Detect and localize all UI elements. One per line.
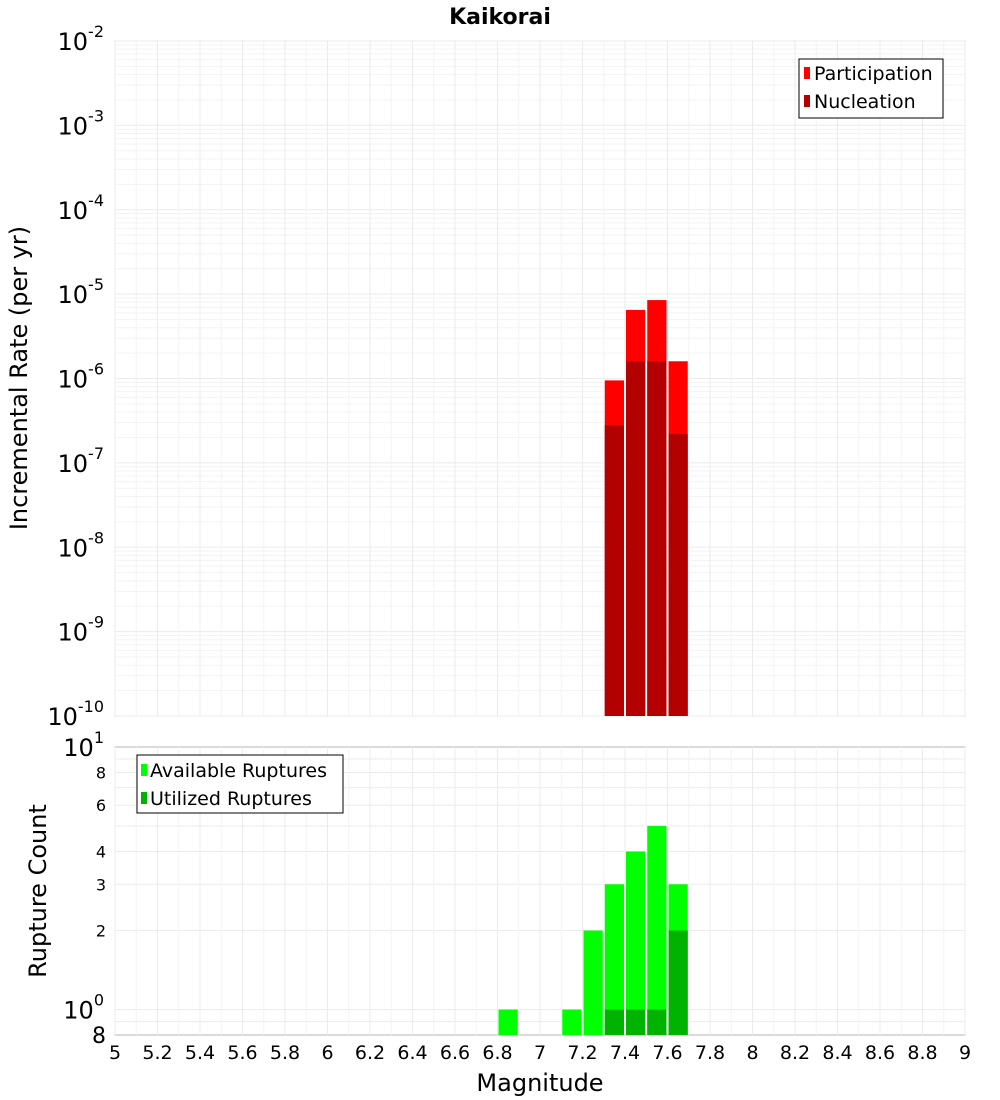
nucleation-bar [668, 433, 688, 716]
x-tick-label: 7 [534, 1042, 546, 1064]
x-tick-label: 7.8 [695, 1042, 725, 1064]
count-y-major-tick-label: 100 [63, 991, 104, 1025]
rate-y-axis-title: Incremental Rate (per yr) [5, 226, 33, 530]
rate-legend-label: Nucleation [814, 91, 916, 113]
x-tick-label: 5 [109, 1042, 121, 1064]
rate-y-tick-label: 10-3 [58, 106, 105, 140]
x-tick-label: 8.4 [822, 1042, 852, 1064]
rate-legend-swatch [804, 95, 810, 107]
rate-legend-label: Participation [814, 63, 933, 85]
count-legend-swatch [141, 764, 147, 776]
rate-y-tick-label: 10-2 [58, 22, 105, 56]
x-tick-label: 5.4 [185, 1042, 215, 1064]
count-y-major-tick-label: 101 [63, 728, 104, 762]
available-ruptures-bar [498, 1009, 518, 1035]
x-tick-label: 8.8 [907, 1042, 937, 1064]
x-ticks: 5 5.2 5.4 5.6 5.8 6 6.2 6.4 6.6 6.8 7 7.2 7.4 7.6 7.8 8… [109, 1042, 971, 1064]
x-tick-label: 6 [321, 1042, 333, 1064]
x-tick-label: 8 [746, 1042, 758, 1064]
x-tick-label: 8.6 [865, 1042, 895, 1064]
count-y-minor-tick-label: 3 [96, 875, 106, 894]
available-ruptures-bar [604, 884, 624, 1035]
x-tick-label: 6.8 [482, 1042, 512, 1064]
count-legend-box [136, 754, 344, 814]
count-legend-swatch [141, 792, 147, 804]
x-tick-label: 7.4 [610, 1042, 640, 1064]
rate-y-tick-label: 10-8 [58, 528, 105, 562]
rate-y-tick-label: 10-9 [58, 613, 105, 647]
rate-y-tick-label: 10-10 [47, 697, 104, 731]
count-y-minor-tick-label: 4 [96, 842, 106, 861]
x-tick-label: 5.6 [227, 1042, 257, 1064]
x-tick-label: 5.8 [270, 1042, 300, 1064]
rate-y-tick-label: 10-5 [58, 275, 105, 309]
count-legend: Available Ruptures Utilized Ruptures [136, 754, 344, 814]
x-tick-label: 6.6 [440, 1042, 470, 1064]
x-tick-label: 6.2 [355, 1042, 385, 1064]
rate-legend-swatch [804, 67, 810, 79]
count-legend-label: Utilized Ruptures [150, 788, 312, 810]
nucleation-bar [626, 361, 646, 716]
utilized-ruptures-bar [668, 930, 688, 1035]
x-tick-label: 7.2 [567, 1042, 597, 1064]
rate-y-tick-label: 10-7 [58, 444, 105, 478]
rate-panel: 10-2 10-3 10-4 10-5 10-6 10-7 10-8 10-9 10-10 In… [5, 22, 966, 731]
count-legend-label: Available Ruptures [150, 760, 327, 782]
rate-y-tick-label: 10-4 [58, 191, 105, 225]
utilized-ruptures-bar [626, 1009, 646, 1035]
x-tick-label: 6.4 [397, 1042, 427, 1064]
count-y-minor-tick-label: 6 [96, 796, 106, 815]
available-ruptures-bar [626, 851, 646, 1035]
utilized-ruptures-bar [604, 1009, 624, 1035]
available-ruptures-bar [647, 826, 667, 1035]
count-bars [498, 826, 688, 1035]
nucleation-bar [604, 425, 624, 716]
x-tick-label: 5.2 [142, 1042, 172, 1064]
rate-y-ticks: 10-2 10-3 10-4 10-5 10-6 10-7 10-8 10-9 10-10 [47, 22, 104, 731]
rate-y-tick-label: 10-6 [58, 360, 105, 394]
rate-legend-box [798, 58, 944, 119]
rate-bars [604, 300, 688, 716]
chart-title: Kaikorai [449, 5, 551, 30]
count-y-minor-tick-label: 8 [96, 763, 106, 782]
x-tick-label: 8.2 [780, 1042, 810, 1064]
count-y-axis-title: Rupture Count [24, 804, 52, 978]
x-axis-title: Magnitude [476, 1069, 603, 1097]
count-y-minor-tick-label: 8 [92, 1024, 106, 1049]
rate-legend: Participation Nucleation [798, 58, 944, 119]
utilized-ruptures-bar [647, 1009, 667, 1035]
rate-grid [114, 40, 966, 717]
available-ruptures-bar [562, 1009, 582, 1035]
count-y-minor-tick-label: 2 [96, 922, 106, 941]
nucleation-bar [647, 361, 667, 716]
available-ruptures-bar [583, 930, 603, 1035]
x-tick-label: 7.6 [652, 1042, 682, 1064]
x-tick-label: 9 [959, 1042, 971, 1064]
